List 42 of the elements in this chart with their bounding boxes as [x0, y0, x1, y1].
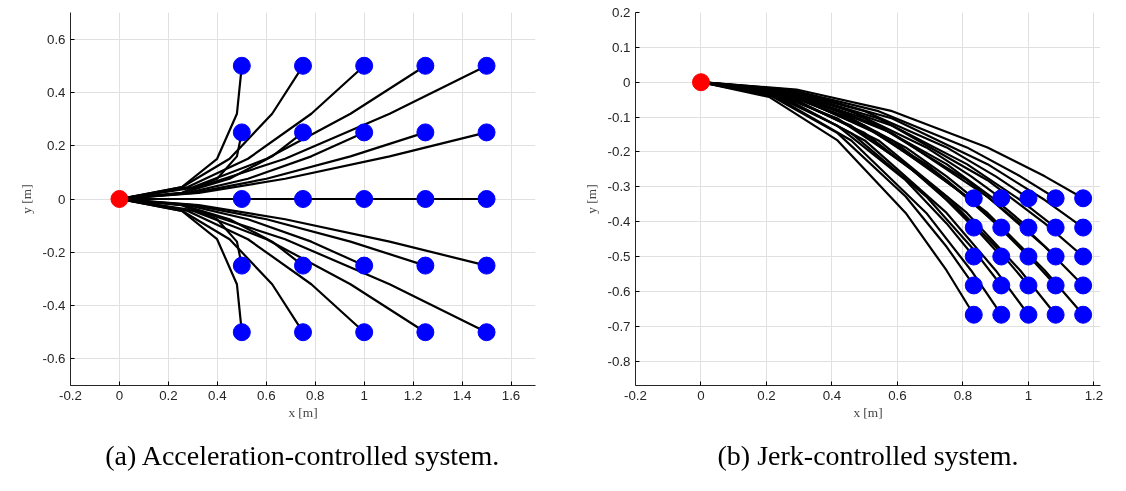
x-tick-label: 0.8	[305, 387, 325, 403]
text: (a) Acceleration-controlled system.	[105, 439, 500, 471]
x-tick-label: 0	[697, 387, 705, 403]
x-tick-label: 0	[115, 387, 124, 403]
x-tick-label: 1.2	[1084, 387, 1104, 403]
y-axis-title: y [m]	[583, 184, 599, 214]
y-tick-label: -0.4	[42, 298, 67, 314]
x-tick-label: -0.2	[624, 387, 647, 403]
y-tick-label: -0.5	[607, 249, 631, 265]
y-tick-label: -0.2	[607, 144, 631, 160]
y-tick-label: 0.2	[611, 5, 631, 20]
y-tick-label: 0.2	[46, 138, 66, 154]
x-tick-label: 1.2	[403, 387, 423, 403]
y-tick-label: -0.6	[42, 351, 66, 367]
x-tick-label: 0.4	[208, 387, 228, 403]
x-tick-label: 1.4	[452, 387, 472, 403]
x-axis-title: x [m]	[853, 404, 883, 420]
y-tick-label: 0.4	[46, 84, 67, 100]
y-tick-label: -0.3	[607, 179, 631, 195]
x-tick-label: 1.6	[501, 387, 521, 403]
x-tick-label: 1	[360, 387, 368, 403]
x-tick-label: 0.2	[757, 387, 776, 403]
x-tick-label: 1	[1024, 387, 1033, 403]
y-tick-label: -0.2	[42, 244, 66, 260]
x-axis-title: x [m]	[288, 404, 318, 420]
y-tick-label: -0.8	[607, 353, 631, 369]
y-tick-label: 0.6	[46, 31, 66, 47]
y-axis-title: y [m]	[18, 184, 34, 214]
y-tick-label: -0.6	[607, 283, 631, 299]
x-tick-label: 0.6	[888, 387, 907, 403]
y-tick-label: -0.4	[607, 214, 632, 230]
y-tick-label: -0.7	[607, 318, 631, 334]
x-tick-label: -0.2	[59, 387, 82, 403]
x-tick-label: 0.8	[953, 387, 973, 403]
y-tick-label: -0.1	[607, 109, 631, 125]
y-tick-label: 0	[623, 74, 631, 90]
x-tick-label: 0.2	[159, 387, 178, 403]
y-tick-label: 0.1	[611, 39, 631, 55]
x-tick-label: 0.4	[822, 387, 842, 403]
x-tick-label: 0.6	[257, 387, 276, 403]
text: (b) Jerk-controlled system.	[717, 439, 1019, 471]
y-tick-label: 0	[58, 191, 66, 207]
